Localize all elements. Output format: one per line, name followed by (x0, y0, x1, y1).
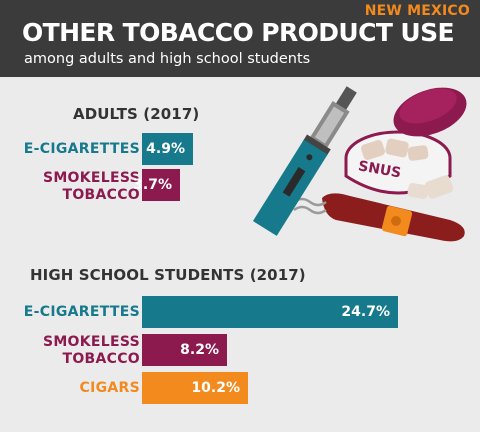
label-line: TOBACCO (62, 187, 140, 203)
page-subtitle: among adults and high school students (24, 51, 311, 67)
snus-tin-icon: SNUS (344, 87, 467, 199)
cigar-icon (293, 193, 465, 242)
e-cigarette-icon (252, 86, 357, 236)
students-label-e-cigarettes: E-CIGARETTES (24, 304, 140, 321)
bar-students-e-cigarettes: 24.7% (142, 296, 398, 328)
bar-value-label: 24.7% (341, 304, 390, 320)
bar-value-label: 10.2% (191, 380, 240, 396)
bar-adults-smokeless-tobacco: 3.7% (133, 169, 180, 201)
adults-label-e-cigarettes: E-CIGARETTES (24, 141, 140, 158)
tobacco-products-illustration: SNUS (252, 86, 467, 242)
adults-section-title: ADULTS (2017) (73, 105, 200, 123)
label-line: SMOKELESS (42, 334, 140, 350)
state-label: NEW MEXICO (364, 3, 470, 19)
snus-label: SNUS (357, 158, 402, 181)
students-section-title: HIGH SCHOOL STUDENTS (2017) (30, 266, 306, 284)
students-label-smokeless: SMOKELESS TOBACCO (43, 334, 140, 368)
bar-students-smokeless-tobacco: 8.2% (142, 334, 227, 366)
label-line: SMOKELESS (42, 170, 140, 186)
label-line: TOBACCO (62, 351, 140, 367)
bar-students-cigars: 10.2% (142, 372, 248, 404)
adults-label-smokeless: SMOKELESS TOBACCO (43, 170, 140, 204)
bar-value-label: 3.7% (133, 177, 172, 193)
bar-value-label: 4.9% (146, 141, 185, 157)
bar-value-label: 8.2% (180, 342, 219, 358)
page-title: OTHER TOBACCO PRODUCT USE (22, 18, 455, 47)
header: NEW MEXICO OTHER TOBACCO PRODUCT USE amo… (0, 0, 480, 77)
label-line: E-CIGARETTES (23, 304, 140, 320)
label-line: E-CIGARETTES (23, 141, 140, 157)
students-label-cigars: CIGARS (80, 380, 140, 397)
bar-adults-e-cigarettes: 4.9% (142, 133, 193, 165)
label-line: CIGARS (79, 380, 140, 396)
